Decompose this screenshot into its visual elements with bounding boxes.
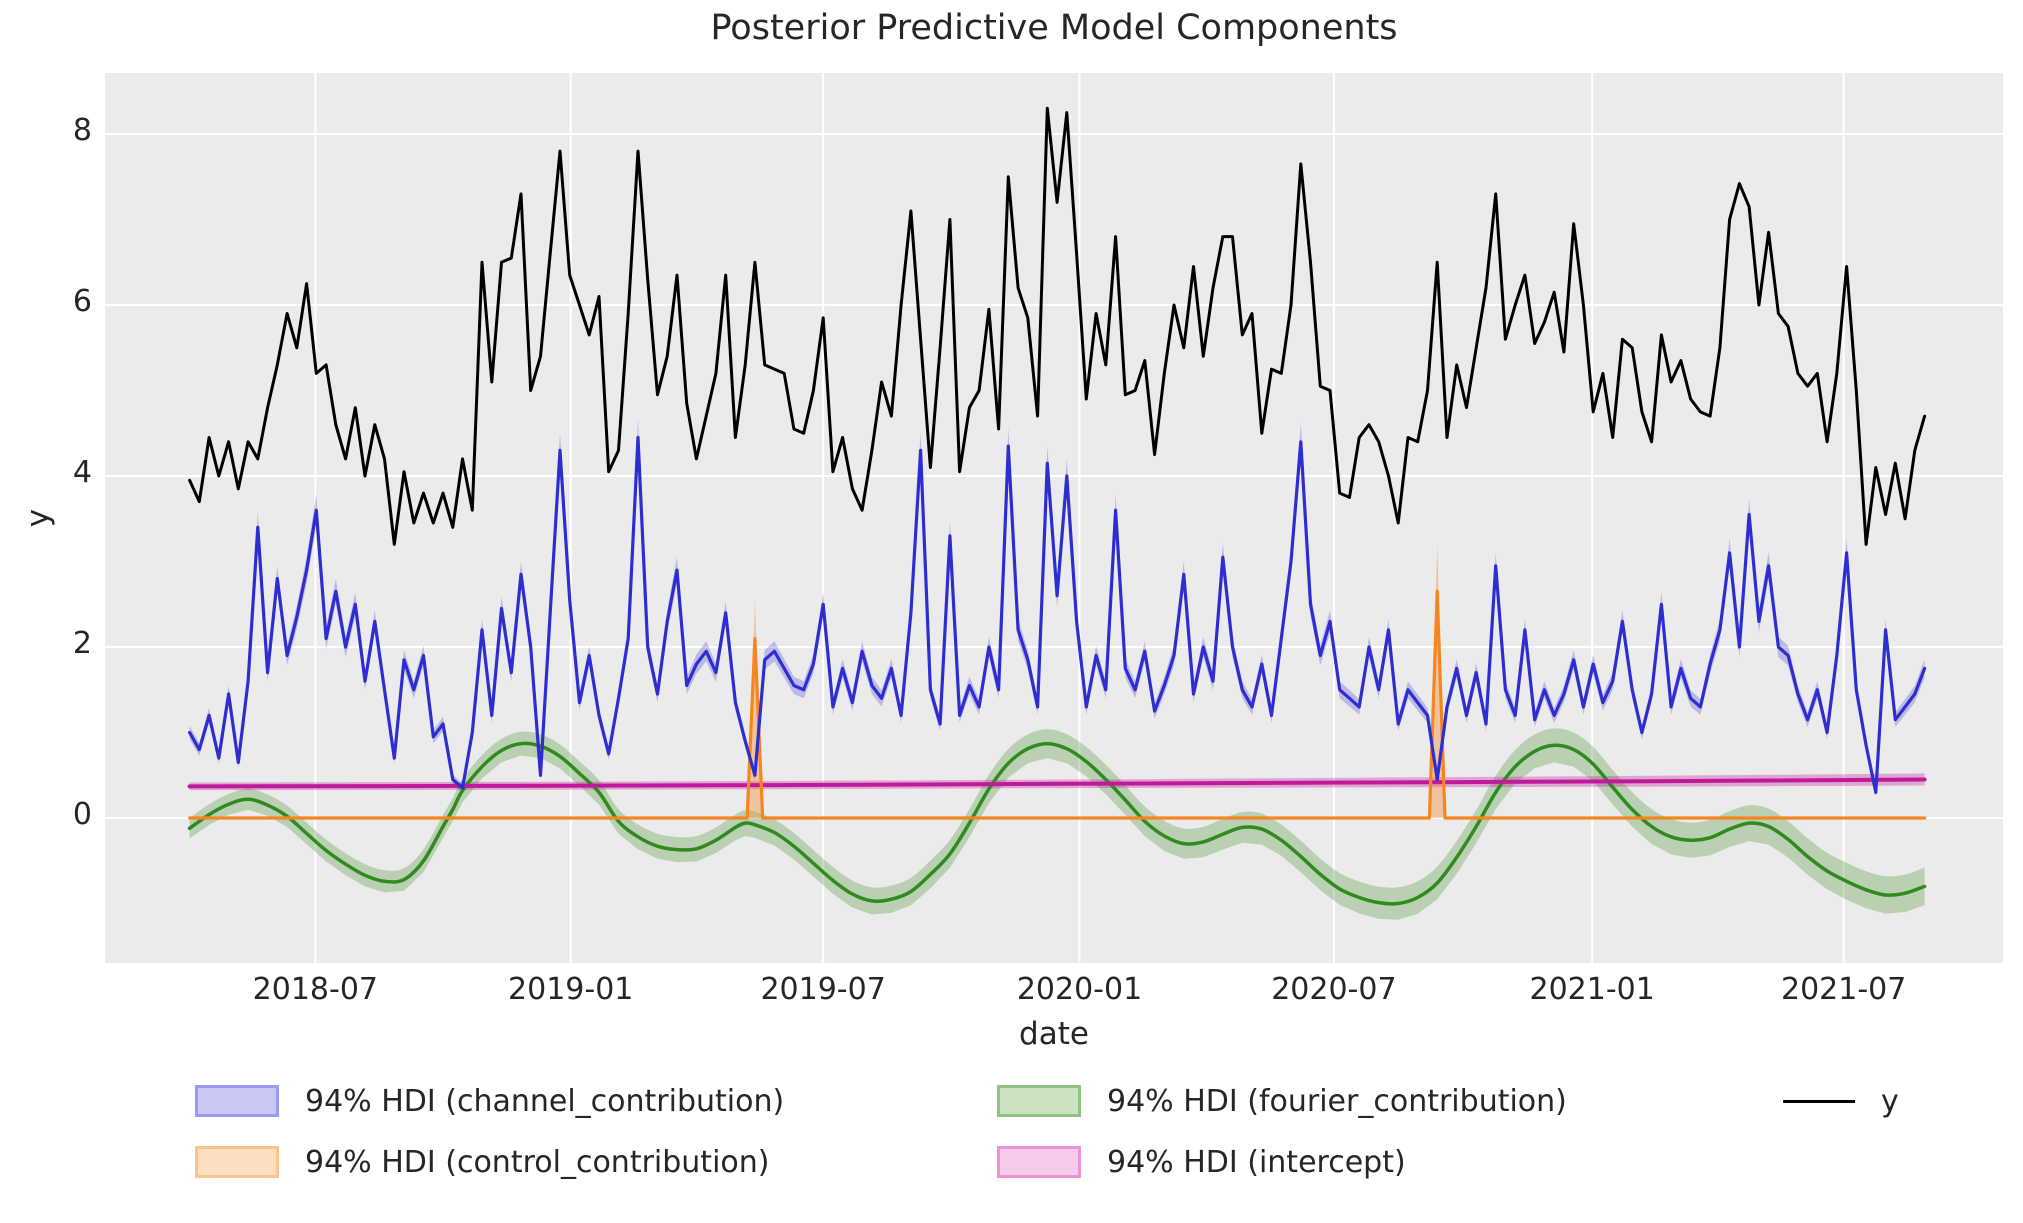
legend-label-control-hdi: 94% HDI (control_contribution)	[305, 1144, 770, 1180]
chart-title: Posterior Predictive Model Components	[710, 8, 1398, 48]
x-tick-label: 2019-07	[760, 972, 886, 1007]
plot-area	[105, 73, 2003, 963]
y-tick-label: 0	[72, 797, 92, 832]
legend-entry-intercept-hdi: 94% HDI (intercept)	[997, 1144, 1406, 1180]
y-tick-label: 4	[72, 455, 92, 490]
legend-label-intercept-hdi: 94% HDI (intercept)	[1107, 1144, 1406, 1180]
legend-entry-y: y	[1783, 1083, 1899, 1119]
intercept-line	[187, 777, 1927, 789]
legend-swatch-fourier-hdi	[997, 1085, 1081, 1117]
y-tick-label: 6	[72, 284, 92, 319]
y-tick-label: 8	[72, 113, 92, 148]
x-tick-label: 2021-07	[1780, 972, 1907, 1007]
x-tick-label: 2020-01	[1016, 972, 1143, 1007]
x-tick-label: 2019-01	[508, 972, 634, 1007]
legend-entry-fourier-hdi: 94% HDI (fourier_contribution)	[997, 1083, 1567, 1119]
x-tick-label: 2021-01	[1529, 972, 1655, 1007]
legend-entry-channel-hdi: 94% HDI (channel_contribution)	[195, 1083, 785, 1119]
channel-line	[188, 435, 1927, 794]
channel-hdi-band	[189, 418, 1925, 797]
legend-label-channel-hdi: 94% HDI (channel_contribution)	[305, 1083, 785, 1119]
x-tick-label: 2018-07	[252, 972, 379, 1007]
y-axis-label: y	[20, 508, 56, 528]
legend-label-y: y	[1881, 1083, 1899, 1119]
plot-background	[105, 73, 2003, 963]
legend-swatch-intercept-hdi	[997, 1146, 1081, 1178]
x-tick-label: 2020-07	[1271, 972, 1397, 1007]
control-line	[188, 589, 1927, 820]
legend-label-fourier-hdi: 94% HDI (fourier_contribution)	[1107, 1083, 1567, 1119]
legend-swatch-channel-hdi	[195, 1085, 279, 1117]
y-line	[188, 106, 1927, 546]
legend-swatch-control-hdi	[195, 1146, 279, 1178]
y-tick-label: 2	[72, 626, 92, 661]
legend-line-sample-y	[1783, 1099, 1855, 1103]
legend-entry-control-hdi: 94% HDI (control_contribution)	[195, 1144, 770, 1180]
x-axis-label: date	[1019, 1016, 1089, 1052]
